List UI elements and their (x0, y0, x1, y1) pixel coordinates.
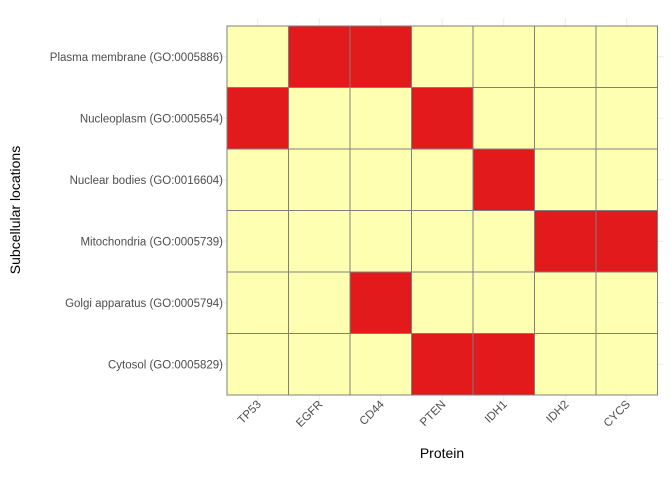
heatmap-cell-egfr-row-3 (288, 148, 351, 211)
y-axis-title: Subcellular locations (7, 146, 23, 274)
heatmap-cell-tp53-row-1 (226, 25, 289, 88)
y-tick-label: Cytosol (GO:0005829) (108, 359, 223, 371)
heatmap-cell-idh2-row-1 (534, 25, 597, 88)
heatmap-cell-egfr-row-1 (288, 25, 351, 88)
heatmap-cell-idh2-row-4 (534, 210, 597, 273)
heatmap-cell-idh1-row-4 (472, 210, 535, 273)
heatmap-cell-pten-row-5 (411, 271, 474, 334)
heatmap-cell-pten-row-2 (411, 87, 474, 150)
y-tick-label: Golgi apparatus (GO:0005794) (65, 298, 223, 310)
y-tick-label: Plasma membrane (GO:0005886) (50, 52, 223, 64)
y-tick-labels: Plasma membrane (GO:0005886) Nucleoplasm … (50, 52, 223, 372)
heatmap-cell-idh2-row-2 (534, 87, 597, 150)
heatmap-cell-cd44-row-2 (349, 87, 412, 150)
heatmap-cell-pten-row-1 (411, 25, 474, 88)
heatmap-cell-cd44-row-4 (349, 210, 412, 273)
heatmap-cell-tp53-row-5 (226, 271, 289, 334)
heatmap-cell-cd44-row-3 (349, 148, 412, 211)
heatmap-cell-cd44-row-1 (349, 25, 412, 88)
y-tick-label: Nucleoplasm (GO:0005654) (80, 113, 223, 125)
heatmap-cell-pten-row-6 (411, 333, 474, 396)
heatmap-cell-cycs-row-6 (595, 333, 658, 396)
heatmap-cell-cycs-row-4 (595, 210, 658, 273)
heatmap-cell-tp53-row-3 (226, 148, 289, 211)
heatmap-cell-egfr-row-5 (288, 271, 351, 334)
y-tick-label: Mitochondria (GO:0005739) (80, 236, 223, 248)
heatmap-cell-idh2-row-3 (534, 148, 597, 211)
heatmap-cell-tp53-row-6 (226, 333, 289, 396)
heatmap-cell-pten-row-3 (411, 148, 474, 211)
heatmap-cell-cycs-row-2 (595, 87, 658, 150)
heatmap-cell-cycs-row-5 (595, 271, 658, 334)
x-axis-title: Protein (420, 445, 464, 461)
heatmap-cell-idh1-row-1 (472, 25, 535, 88)
heatmap-cell-tp53-row-4 (226, 210, 289, 273)
heatmap-cell-idh1-row-6 (472, 333, 535, 396)
heatmap-cell-idh1-row-2 (472, 87, 535, 150)
heatmap-cell-egfr-row-2 (288, 87, 351, 150)
heatmap-cells (226, 25, 658, 396)
heatmap-cell-idh1-row-3 (472, 148, 535, 211)
heatmap-cell-idh2-row-5 (534, 271, 597, 334)
heatmap-cell-egfr-row-4 (288, 210, 351, 273)
heatmap-cell-cd44-row-5 (349, 271, 412, 334)
heatmap-cell-idh2-row-6 (534, 333, 597, 396)
heatmap-cell-cd44-row-6 (349, 333, 412, 396)
heatmap-cell-pten-row-4 (411, 210, 474, 273)
heatmap-cell-cycs-row-3 (595, 148, 658, 211)
y-tick-label: Nuclear bodies (GO:0016604) (70, 175, 224, 187)
heatmap-cell-egfr-row-6 (288, 333, 351, 396)
heatmap-cell-tp53-row-2 (226, 87, 289, 150)
heatmap-cell-cycs-row-1 (595, 25, 658, 88)
heatmap-cell-idh1-row-5 (472, 271, 535, 334)
